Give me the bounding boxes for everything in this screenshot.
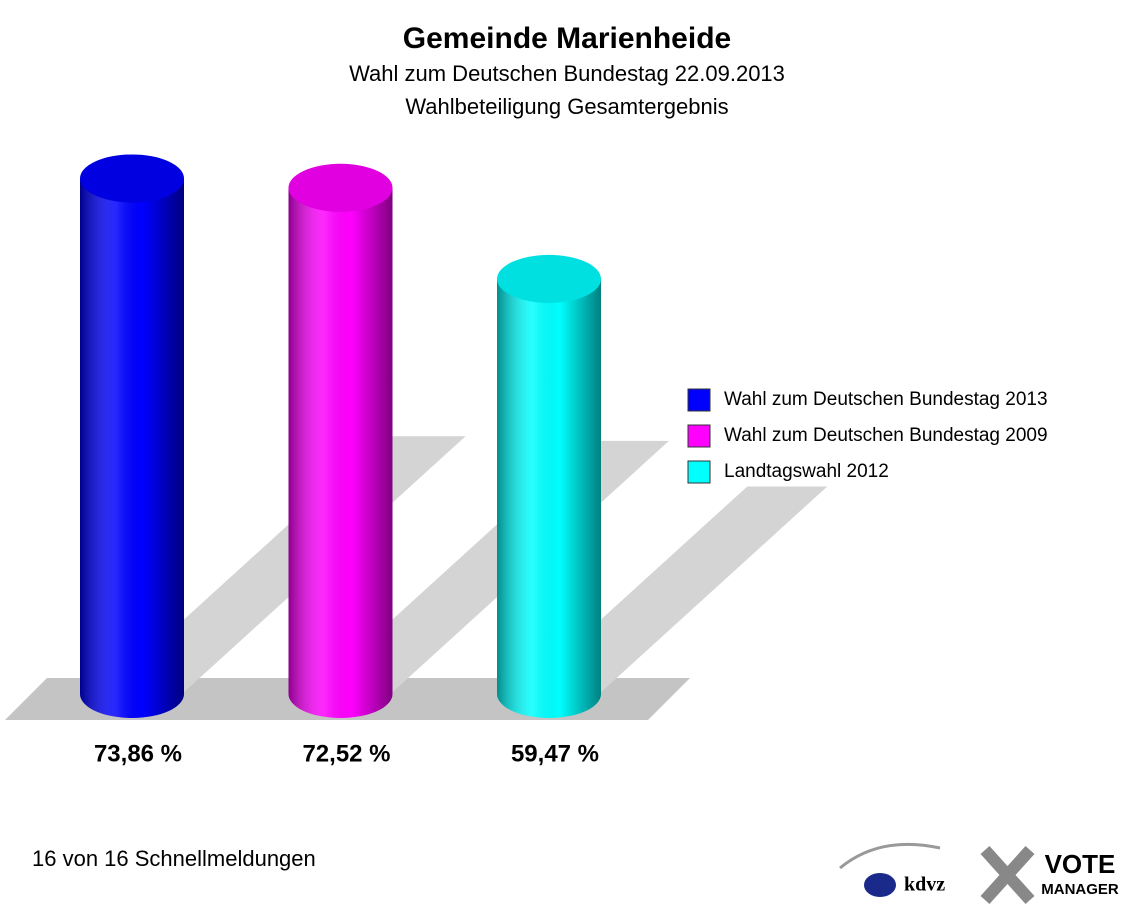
legend-swatch: [687, 388, 711, 412]
logo-text: kdvz: [904, 874, 945, 896]
logo: kdvz VOTE MANAGER: [839, 842, 1119, 905]
logo-text: VOTE: [1045, 849, 1116, 879]
logo-globe: [864, 873, 896, 897]
bar-top: [288, 163, 393, 212]
value-label: 72,52 %: [302, 740, 390, 767]
legend-swatch: [687, 460, 711, 484]
legend-label: Landtagswahl 2012: [724, 461, 889, 482]
value-label: 59,47 %: [511, 740, 599, 767]
legend-swatch: [687, 424, 711, 448]
value-label: 73,86 %: [94, 740, 182, 767]
logo-swoosh: [839, 842, 941, 870]
bar-shade: [497, 278, 601, 718]
chart-subtitle: Wahlbeteiligung Gesamtergebnis: [405, 94, 728, 119]
legend-label: Wahl zum Deutschen Bundestag 2013: [724, 389, 1048, 410]
bar-top-shade: [497, 254, 601, 303]
bar-top-shade: [80, 154, 184, 203]
bar-top: [497, 254, 601, 303]
logo-cross: [980, 845, 1035, 905]
footer-note: 16 von 16 Schnellmeldungen: [32, 846, 316, 871]
chart-title: Gemeinde Marienheide: [403, 22, 731, 55]
chart-subtitle: Wahl zum Deutschen Bundestag 22.09.2013: [349, 61, 785, 86]
bar-shade: [288, 187, 393, 718]
logo-text: MANAGER: [1041, 881, 1119, 898]
bar-top-shade: [288, 163, 393, 212]
bar-shade: [80, 178, 184, 718]
legend-label: Wahl zum Deutschen Bundestag 2009: [724, 425, 1048, 446]
bar-top: [80, 154, 184, 203]
